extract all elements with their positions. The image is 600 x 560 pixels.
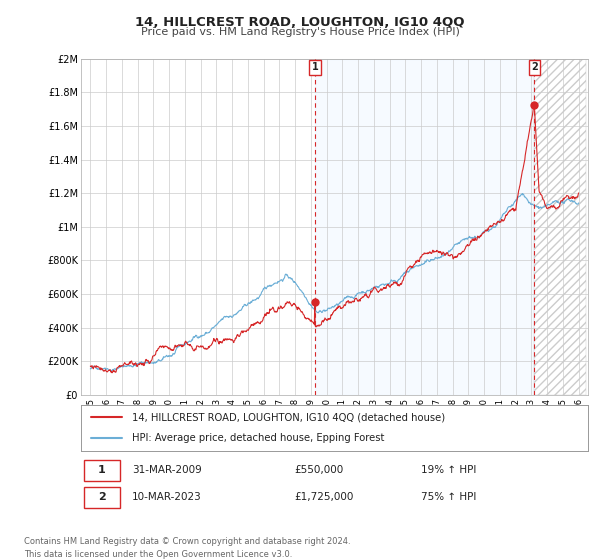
- Text: 2: 2: [531, 62, 538, 72]
- Text: HPI: Average price, detached house, Epping Forest: HPI: Average price, detached house, Eppi…: [132, 433, 384, 444]
- Text: 2: 2: [98, 492, 106, 502]
- Text: 10-MAR-2023: 10-MAR-2023: [132, 492, 202, 502]
- Text: 19% ↑ HPI: 19% ↑ HPI: [421, 465, 476, 475]
- Text: 1: 1: [311, 62, 318, 72]
- Bar: [315, 59, 535, 395]
- Text: 75% ↑ HPI: 75% ↑ HPI: [421, 492, 476, 502]
- Text: Contains HM Land Registry data © Crown copyright and database right 2024.
This d: Contains HM Land Registry data © Crown c…: [24, 538, 350, 559]
- FancyBboxPatch shape: [83, 487, 120, 508]
- Text: 14, HILLCREST ROAD, LOUGHTON, IG10 4QQ: 14, HILLCREST ROAD, LOUGHTON, IG10 4QQ: [135, 16, 465, 29]
- Text: 14, HILLCREST ROAD, LOUGHTON, IG10 4QQ (detached house): 14, HILLCREST ROAD, LOUGHTON, IG10 4QQ (…: [132, 412, 445, 422]
- FancyBboxPatch shape: [83, 460, 120, 481]
- Bar: [535, 59, 586, 395]
- Text: Price paid vs. HM Land Registry's House Price Index (HPI): Price paid vs. HM Land Registry's House …: [140, 27, 460, 37]
- Text: £1,725,000: £1,725,000: [294, 492, 353, 502]
- Text: 1: 1: [98, 465, 106, 475]
- Text: £550,000: £550,000: [294, 465, 343, 475]
- Text: 31-MAR-2009: 31-MAR-2009: [132, 465, 202, 475]
- Bar: [535, 59, 586, 395]
